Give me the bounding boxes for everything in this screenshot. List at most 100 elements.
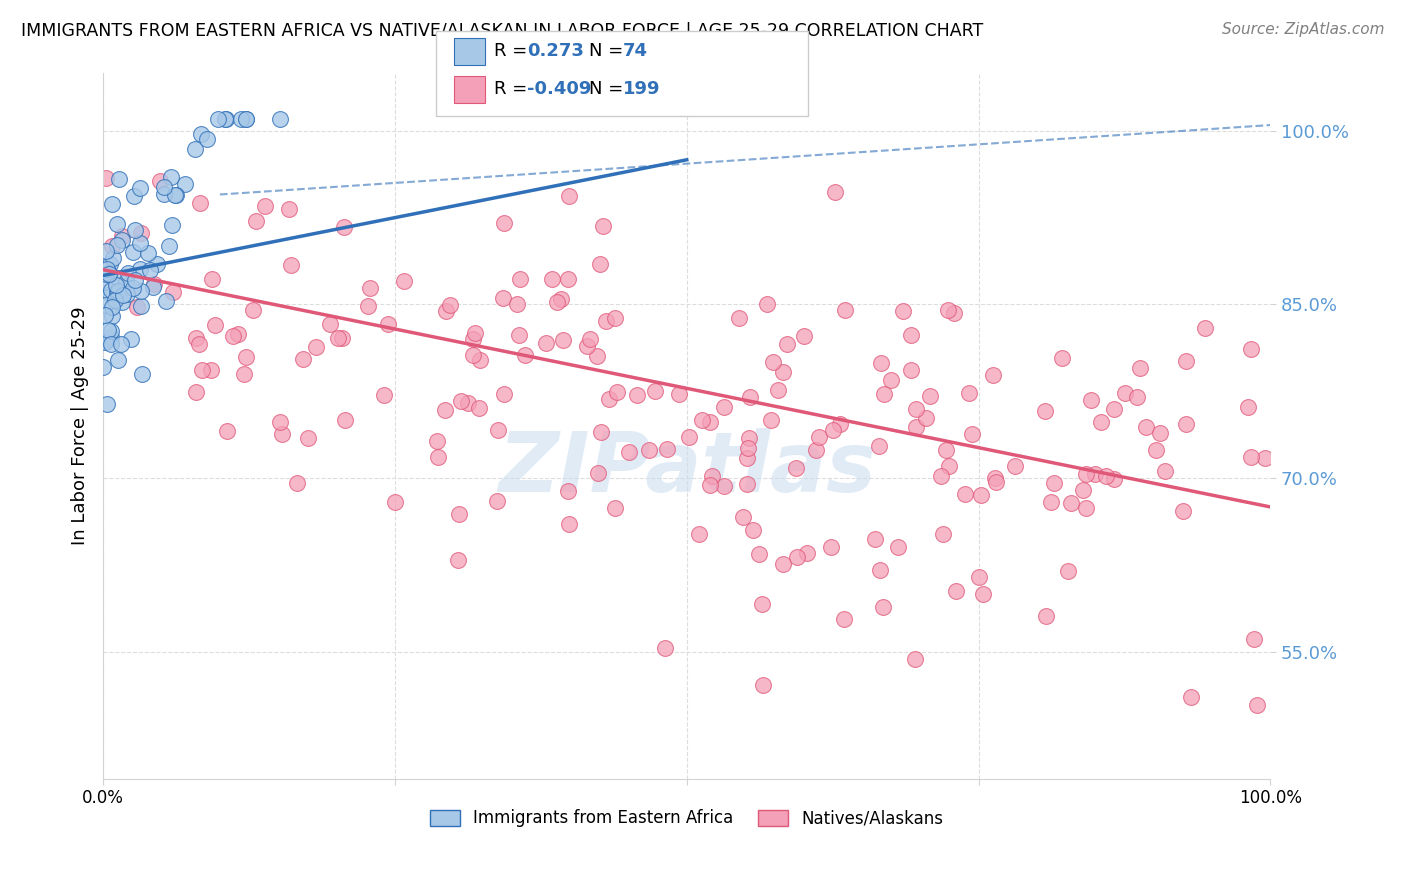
Point: [644, 384, 666, 398]
Point: [1149, 425, 1171, 440]
Point: [105, 277, 128, 292]
Point: [93, 276, 115, 290]
Point: [869, 563, 891, 577]
Point: [190, 128, 212, 142]
Point: [1128, 361, 1150, 376]
Point: [328, 331, 350, 345]
Point: [100, 283, 122, 297]
Point: [426, 434, 449, 449]
Point: [900, 328, 922, 343]
Point: [824, 185, 846, 199]
Point: [868, 439, 890, 453]
Point: [668, 387, 690, 401]
Legend: Immigrants from Eastern Africa, Natives/Alaskans: Immigrants from Eastern Africa, Natives/…: [423, 803, 950, 834]
Point: [1154, 464, 1177, 478]
Point: [100, 336, 122, 351]
Point: [1080, 393, 1102, 408]
Point: [184, 330, 207, 344]
Point: [1194, 321, 1216, 335]
Point: [357, 299, 380, 313]
Point: [131, 284, 153, 298]
Point: [184, 142, 207, 156]
Point: [1074, 467, 1097, 482]
Point: [969, 570, 991, 584]
Point: [936, 303, 959, 318]
Point: [713, 400, 735, 414]
Point: [1104, 472, 1126, 486]
Point: [101, 309, 124, 323]
Point: [905, 420, 928, 434]
Point: [1135, 420, 1157, 434]
Point: [222, 328, 245, 343]
Point: [1246, 698, 1268, 712]
Point: [534, 336, 557, 351]
Point: [112, 287, 135, 301]
Point: [96, 397, 118, 411]
Point: [756, 297, 779, 311]
Point: [1243, 632, 1265, 647]
Text: IMMIGRANTS FROM EASTERN AFRICA VS NATIVE/ALASKAN IN LABOR FORCE | AGE 25-29 CORR: IMMIGRANTS FROM EASTERN AFRICA VS NATIVE…: [21, 22, 983, 40]
Point: [111, 295, 134, 310]
Point: [887, 541, 910, 555]
Point: [121, 245, 143, 260]
Point: [700, 468, 723, 483]
Point: [101, 251, 124, 265]
Point: [546, 295, 568, 310]
Point: [1004, 459, 1026, 474]
Point: [214, 112, 236, 127]
Point: [1095, 468, 1118, 483]
Point: [586, 349, 609, 363]
Point: [932, 526, 955, 541]
Point: [606, 384, 628, 399]
Point: [105, 237, 128, 252]
Point: [1035, 608, 1057, 623]
Point: [735, 477, 758, 491]
Point: [872, 600, 894, 615]
Point: [463, 332, 485, 346]
Point: [751, 597, 773, 611]
Point: [280, 259, 302, 273]
Point: [962, 427, 984, 442]
Text: Source: ZipAtlas.com: Source: ZipAtlas.com: [1222, 22, 1385, 37]
Point: [1090, 416, 1112, 430]
Point: [215, 112, 238, 127]
Point: [626, 388, 648, 402]
Point: [699, 415, 721, 429]
Point: [945, 584, 967, 599]
Point: [97, 323, 120, 337]
Point: [165, 187, 187, 202]
Point: [152, 179, 174, 194]
Point: [1084, 467, 1107, 481]
Point: [576, 338, 599, 352]
Point: [938, 459, 960, 474]
Text: 0.273: 0.273: [527, 42, 583, 61]
Point: [1144, 442, 1167, 457]
Point: [1174, 417, 1197, 431]
Point: [879, 373, 901, 387]
Point: [793, 328, 815, 343]
Point: [834, 303, 856, 318]
Point: [384, 495, 406, 509]
Point: [492, 215, 515, 229]
Point: [98, 257, 121, 271]
Point: [776, 337, 799, 351]
Point: [557, 272, 579, 286]
Point: [297, 431, 319, 445]
Point: [742, 523, 765, 537]
Point: [94, 309, 117, 323]
Point: [638, 442, 661, 457]
Point: [558, 188, 581, 202]
Point: [373, 388, 395, 402]
Point: [772, 558, 794, 572]
Point: [253, 199, 276, 213]
Point: [900, 362, 922, 376]
Point: [1071, 483, 1094, 497]
Point: [508, 327, 530, 342]
Point: [1056, 564, 1078, 578]
Point: [108, 172, 131, 186]
Point: [270, 427, 292, 442]
Point: [820, 540, 842, 554]
Point: [488, 423, 510, 437]
Point: [94, 268, 117, 282]
Point: [1240, 343, 1263, 357]
